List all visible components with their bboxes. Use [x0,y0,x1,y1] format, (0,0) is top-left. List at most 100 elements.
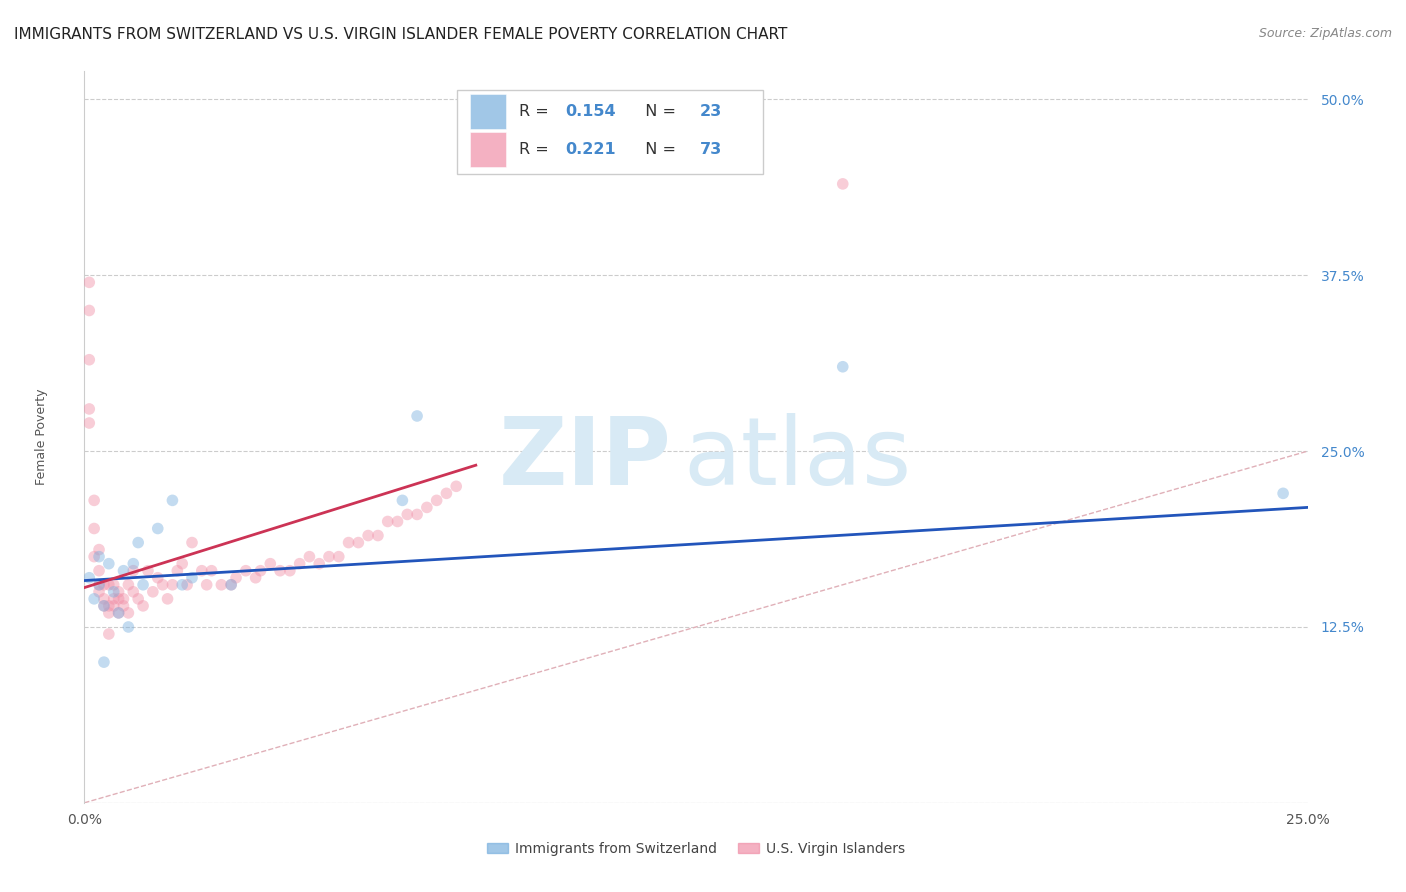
Point [181,535,204,549]
Point [107,584,129,599]
Point [162,493,184,508]
Point [172,557,194,571]
Point [77,276,100,290]
Point [117,578,139,592]
Point [436,486,458,500]
Point [146,571,169,585]
Point [127,535,149,549]
Point [77,352,100,367]
Point [249,564,271,578]
Point [406,409,429,423]
Point [416,500,439,515]
Point [87,549,110,564]
Point [122,564,145,578]
Point [245,571,267,585]
Point [209,578,232,592]
Point [181,571,204,585]
Text: Female Poverty: Female Poverty [35,389,48,485]
Point [318,549,340,564]
Point [112,591,135,606]
Point [172,578,194,592]
Point [93,591,115,606]
FancyBboxPatch shape [457,90,763,174]
Point [136,564,159,578]
Legend: Immigrants from Switzerland, U.S. Virgin Islanders: Immigrants from Switzerland, U.S. Virgin… [482,837,910,862]
Point [444,479,467,493]
Point [357,528,380,542]
Point [83,549,105,564]
Point [288,557,311,571]
Point [112,599,135,613]
Point [219,578,242,592]
Point [97,578,120,592]
Bar [470,94,506,129]
Point [93,599,115,613]
Bar [470,132,506,167]
Point [308,557,330,571]
Point [97,627,120,641]
Point [83,493,105,508]
Point [103,578,125,592]
Point [117,620,139,634]
Point [396,508,419,522]
Point [426,493,449,508]
Point [831,359,853,374]
Point [406,508,429,522]
Point [107,591,129,606]
Point [225,571,247,585]
Text: IMMIGRANTS FROM SWITZERLAND VS U.S. VIRGIN ISLANDER FEMALE POVERTY CORRELATION C: IMMIGRANTS FROM SWITZERLAND VS U.S. VIRG… [14,27,787,42]
Text: 73: 73 [700,142,721,157]
Point [103,591,125,606]
Point [259,557,281,571]
Point [176,578,198,592]
Point [191,564,214,578]
Point [107,606,129,620]
Point [93,655,115,669]
Point [87,578,110,592]
Point [200,564,222,578]
Point [166,564,188,578]
Point [278,564,301,578]
Point [337,535,360,549]
Point [107,606,129,620]
Point [112,564,135,578]
Point [117,606,139,620]
Point [156,591,179,606]
Point [77,303,100,318]
Point [87,578,110,592]
Point [347,535,370,549]
Text: R =: R = [519,142,554,157]
Text: ZIP: ZIP [499,413,672,505]
Point [87,584,110,599]
Point [122,584,145,599]
Point [328,549,350,564]
Point [97,606,120,620]
Point [146,521,169,535]
Point [93,578,115,592]
Point [152,578,174,592]
Point [377,515,399,529]
Point [1272,486,1295,500]
Point [87,542,110,557]
Text: 0.154: 0.154 [565,104,616,120]
Point [77,401,100,416]
Text: R =: R = [519,104,554,120]
Point [132,599,155,613]
Point [162,578,184,592]
Point [83,591,105,606]
Point [269,564,291,578]
Point [831,177,853,191]
Point [132,578,155,592]
Point [235,564,257,578]
Text: Source: ZipAtlas.com: Source: ZipAtlas.com [1258,27,1392,40]
Point [83,521,105,535]
Point [367,528,389,542]
Point [87,564,110,578]
Point [97,557,120,571]
Point [103,584,125,599]
Point [77,416,100,430]
Point [97,599,120,613]
Point [142,584,165,599]
Point [391,493,413,508]
Point [122,557,145,571]
